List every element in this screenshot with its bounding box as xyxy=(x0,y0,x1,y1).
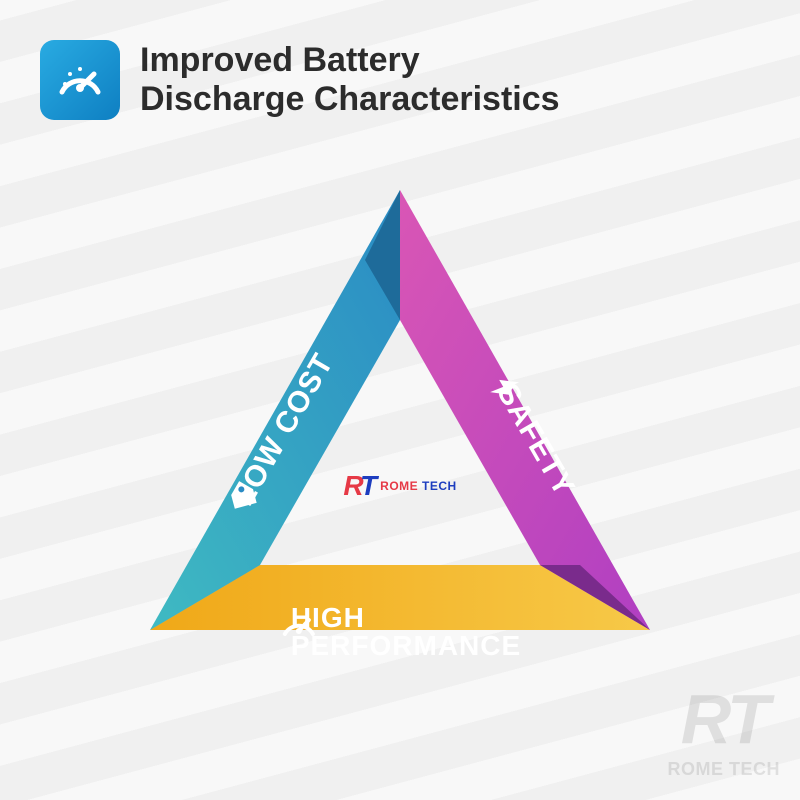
rt-text: ROME TECH xyxy=(380,479,457,493)
watermark-logo: RT ROME TECH xyxy=(668,679,781,780)
wm-t: T xyxy=(727,680,767,758)
logo-r: R xyxy=(343,470,360,501)
title-line2: Discharge Characteristics xyxy=(140,80,560,118)
header: Improved Battery Discharge Characteristi… xyxy=(0,0,800,140)
wm-rome: ROME xyxy=(668,759,724,779)
wm-r: R xyxy=(681,680,727,758)
triangle-infographic: LOW COST SAFETY HIGH PERFORMANCE RT xyxy=(110,170,690,690)
logo-rome: ROME xyxy=(380,479,418,493)
gauge-icon xyxy=(40,40,120,120)
page-title: Improved Battery Discharge Characteristi… xyxy=(140,41,560,119)
title-line1: Improved Battery xyxy=(140,41,420,79)
center-logo: RT ROME TECH xyxy=(343,470,456,502)
wm-tech: TECH xyxy=(724,759,781,779)
logo-tech: TECH xyxy=(418,479,457,493)
label-hp-line2: PERFORMANCE xyxy=(291,632,521,660)
logo-t: T xyxy=(360,470,374,501)
label-high-performance: HIGH PERFORMANCE xyxy=(279,604,521,660)
rt-mark: RT xyxy=(343,470,374,502)
